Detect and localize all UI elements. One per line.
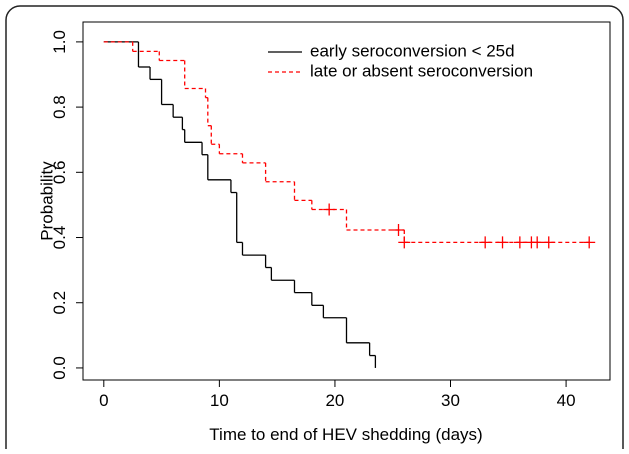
legend-label: late or absent seroconversion <box>310 61 533 80</box>
censor-mark <box>479 236 492 249</box>
x-tick-label: 0 <box>99 391 108 410</box>
x-tick-label: 40 <box>557 391 576 410</box>
censor-mark <box>531 236 544 249</box>
frame <box>5 5 624 454</box>
y-tick-label: 0.6 <box>50 160 69 184</box>
x-tick-label: 20 <box>325 391 344 410</box>
y-tick-label: 0.0 <box>50 356 69 380</box>
x-tick-label: 30 <box>441 391 460 410</box>
y-tick-label: 0.8 <box>50 95 69 119</box>
censor-mark <box>323 203 336 216</box>
censor-mark <box>398 236 411 249</box>
y-axis-label: Probability <box>37 161 56 241</box>
censor-mark <box>583 236 596 249</box>
censor-mark <box>542 236 555 249</box>
censor-mark <box>513 236 526 249</box>
y-tick-label: 0.4 <box>50 226 69 250</box>
plot-box <box>82 21 611 381</box>
censor-mark <box>392 224 405 237</box>
x-tick-label: 10 <box>210 391 229 410</box>
y-tick-label: 0.2 <box>50 291 69 315</box>
censor-mark <box>496 236 509 249</box>
y-tick-label: 1.0 <box>50 30 69 54</box>
legend-label: early seroconversion < 25d <box>310 41 515 60</box>
x-axis-label: Time to end of HEV shedding (days) <box>209 425 482 444</box>
